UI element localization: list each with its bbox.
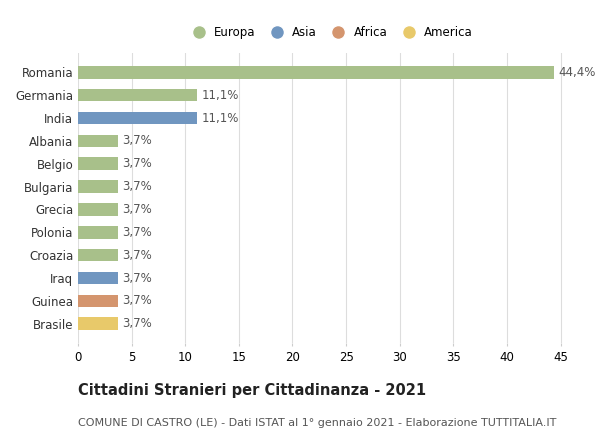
Text: COMUNE DI CASTRO (LE) - Dati ISTAT al 1° gennaio 2021 - Elaborazione TUTTITALIA.: COMUNE DI CASTRO (LE) - Dati ISTAT al 1°… xyxy=(78,418,556,428)
Bar xyxy=(78,112,197,124)
Text: 3,7%: 3,7% xyxy=(122,203,152,216)
Text: 3,7%: 3,7% xyxy=(122,249,152,262)
Bar xyxy=(78,226,118,238)
Bar xyxy=(78,89,197,102)
Bar xyxy=(78,158,118,170)
Bar xyxy=(78,317,118,330)
Text: 3,7%: 3,7% xyxy=(122,226,152,239)
Text: 44,4%: 44,4% xyxy=(559,66,596,79)
Legend: Europa, Asia, Africa, America: Europa, Asia, Africa, America xyxy=(182,21,478,44)
Bar xyxy=(78,294,118,307)
Text: 3,7%: 3,7% xyxy=(122,157,152,170)
Bar xyxy=(78,272,118,284)
Text: 3,7%: 3,7% xyxy=(122,180,152,193)
Text: 3,7%: 3,7% xyxy=(122,134,152,147)
Text: Cittadini Stranieri per Cittadinanza - 2021: Cittadini Stranieri per Cittadinanza - 2… xyxy=(78,383,426,398)
Text: 11,1%: 11,1% xyxy=(202,111,239,125)
Bar xyxy=(78,249,118,261)
Text: 3,7%: 3,7% xyxy=(122,317,152,330)
Bar xyxy=(78,180,118,193)
Bar xyxy=(78,203,118,216)
Text: 3,7%: 3,7% xyxy=(122,271,152,285)
Bar xyxy=(78,66,554,79)
Text: 11,1%: 11,1% xyxy=(202,88,239,102)
Text: 3,7%: 3,7% xyxy=(122,294,152,308)
Bar xyxy=(78,135,118,147)
